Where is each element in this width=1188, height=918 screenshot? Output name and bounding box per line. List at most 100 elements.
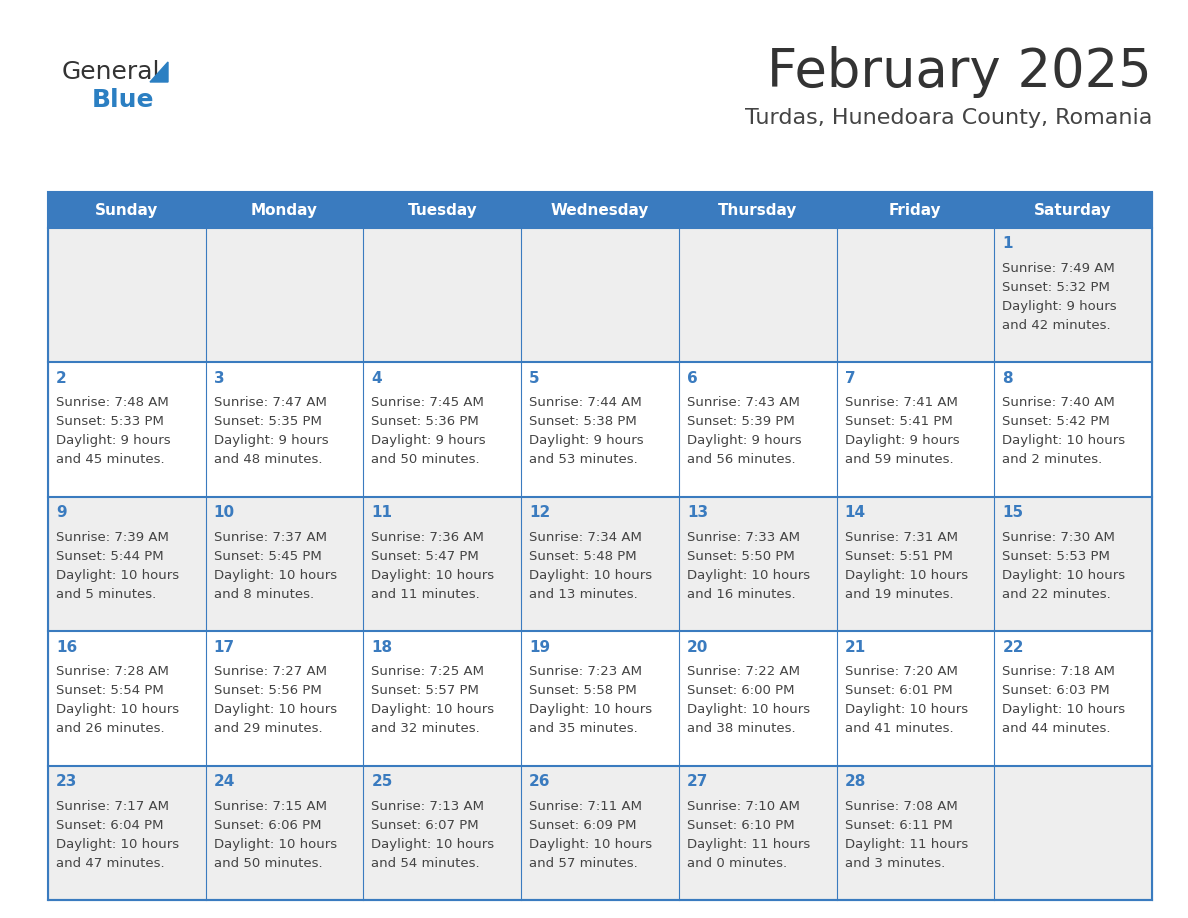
Text: Sunset: 6:04 PM: Sunset: 6:04 PM xyxy=(56,819,164,832)
Text: Daylight: 10 hours: Daylight: 10 hours xyxy=(56,703,179,716)
Text: Daylight: 9 hours: Daylight: 9 hours xyxy=(1003,300,1117,313)
Text: General: General xyxy=(62,60,160,84)
Text: Daylight: 9 hours: Daylight: 9 hours xyxy=(845,434,959,447)
Text: 25: 25 xyxy=(372,774,393,789)
Text: Daylight: 10 hours: Daylight: 10 hours xyxy=(372,837,494,851)
Text: Sunset: 5:57 PM: Sunset: 5:57 PM xyxy=(372,684,479,697)
Text: Sunrise: 7:36 AM: Sunrise: 7:36 AM xyxy=(372,531,485,543)
Text: and 35 minutes.: and 35 minutes. xyxy=(529,722,638,735)
Text: 14: 14 xyxy=(845,505,866,521)
Text: Daylight: 10 hours: Daylight: 10 hours xyxy=(372,703,494,716)
Text: Sunrise: 7:41 AM: Sunrise: 7:41 AM xyxy=(845,397,958,409)
Bar xyxy=(48,497,1152,632)
Text: 5: 5 xyxy=(529,371,539,386)
Text: Sunrise: 7:08 AM: Sunrise: 7:08 AM xyxy=(845,800,958,812)
Text: 20: 20 xyxy=(687,640,708,655)
Text: Friday: Friday xyxy=(889,203,942,218)
Text: 16: 16 xyxy=(56,640,77,655)
Text: Daylight: 10 hours: Daylight: 10 hours xyxy=(56,837,179,851)
Text: February 2025: February 2025 xyxy=(767,46,1152,98)
Text: and 54 minutes.: and 54 minutes. xyxy=(372,856,480,869)
Text: and 50 minutes.: and 50 minutes. xyxy=(372,453,480,466)
Text: Sunset: 5:58 PM: Sunset: 5:58 PM xyxy=(529,684,637,697)
Text: Sunset: 6:09 PM: Sunset: 6:09 PM xyxy=(529,819,637,832)
Text: Sunset: 6:03 PM: Sunset: 6:03 PM xyxy=(1003,684,1110,697)
Bar xyxy=(678,192,836,228)
Text: and 57 minutes.: and 57 minutes. xyxy=(529,856,638,869)
Text: Turdas, Hunedoara County, Romania: Turdas, Hunedoara County, Romania xyxy=(745,108,1152,128)
Text: Daylight: 10 hours: Daylight: 10 hours xyxy=(687,569,810,582)
Text: Daylight: 9 hours: Daylight: 9 hours xyxy=(56,434,171,447)
Text: Sunrise: 7:45 AM: Sunrise: 7:45 AM xyxy=(372,397,485,409)
Text: Wednesday: Wednesday xyxy=(551,203,649,218)
Text: and 8 minutes.: and 8 minutes. xyxy=(214,588,314,600)
Text: 6: 6 xyxy=(687,371,697,386)
Text: and 53 minutes.: and 53 minutes. xyxy=(529,453,638,466)
Text: Sunrise: 7:13 AM: Sunrise: 7:13 AM xyxy=(372,800,485,812)
Text: and 41 minutes.: and 41 minutes. xyxy=(845,722,953,735)
Text: 2: 2 xyxy=(56,371,67,386)
Text: Sunset: 5:36 PM: Sunset: 5:36 PM xyxy=(372,416,479,429)
Text: Sunrise: 7:11 AM: Sunrise: 7:11 AM xyxy=(529,800,643,812)
Text: and 19 minutes.: and 19 minutes. xyxy=(845,588,953,600)
Text: and 42 minutes.: and 42 minutes. xyxy=(1003,319,1111,332)
Text: Sunrise: 7:47 AM: Sunrise: 7:47 AM xyxy=(214,397,327,409)
Text: Sunrise: 7:20 AM: Sunrise: 7:20 AM xyxy=(845,666,958,678)
Text: Sunrise: 7:18 AM: Sunrise: 7:18 AM xyxy=(1003,666,1116,678)
Text: Daylight: 9 hours: Daylight: 9 hours xyxy=(214,434,328,447)
Text: 3: 3 xyxy=(214,371,225,386)
Text: and 2 minutes.: and 2 minutes. xyxy=(1003,453,1102,466)
Bar xyxy=(48,632,1152,766)
Text: Sunset: 5:33 PM: Sunset: 5:33 PM xyxy=(56,416,164,429)
Text: Sunset: 5:32 PM: Sunset: 5:32 PM xyxy=(1003,281,1110,294)
Text: Sunrise: 7:43 AM: Sunrise: 7:43 AM xyxy=(687,397,800,409)
Text: Sunrise: 7:49 AM: Sunrise: 7:49 AM xyxy=(1003,262,1116,275)
Text: Saturday: Saturday xyxy=(1035,203,1112,218)
Text: Sunrise: 7:23 AM: Sunrise: 7:23 AM xyxy=(529,666,643,678)
Text: Daylight: 10 hours: Daylight: 10 hours xyxy=(214,569,337,582)
Text: 23: 23 xyxy=(56,774,77,789)
Text: Daylight: 9 hours: Daylight: 9 hours xyxy=(372,434,486,447)
Text: Daylight: 10 hours: Daylight: 10 hours xyxy=(845,703,968,716)
Text: Daylight: 10 hours: Daylight: 10 hours xyxy=(1003,569,1125,582)
Text: Sunset: 5:54 PM: Sunset: 5:54 PM xyxy=(56,684,164,697)
Text: 11: 11 xyxy=(372,505,392,521)
Text: Sunrise: 7:28 AM: Sunrise: 7:28 AM xyxy=(56,666,169,678)
Text: 27: 27 xyxy=(687,774,708,789)
Text: 7: 7 xyxy=(845,371,855,386)
Text: Daylight: 10 hours: Daylight: 10 hours xyxy=(529,837,652,851)
Text: Sunrise: 7:22 AM: Sunrise: 7:22 AM xyxy=(687,666,800,678)
Text: Sunset: 5:53 PM: Sunset: 5:53 PM xyxy=(1003,550,1110,563)
Text: and 26 minutes.: and 26 minutes. xyxy=(56,722,165,735)
Text: Sunrise: 7:15 AM: Sunrise: 7:15 AM xyxy=(214,800,327,812)
Text: and 22 minutes.: and 22 minutes. xyxy=(1003,588,1111,600)
Text: Sunset: 6:00 PM: Sunset: 6:00 PM xyxy=(687,684,795,697)
Text: and 44 minutes.: and 44 minutes. xyxy=(1003,722,1111,735)
Text: Daylight: 10 hours: Daylight: 10 hours xyxy=(1003,434,1125,447)
Text: Sunrise: 7:27 AM: Sunrise: 7:27 AM xyxy=(214,666,327,678)
Text: 17: 17 xyxy=(214,640,235,655)
Text: Sunset: 6:10 PM: Sunset: 6:10 PM xyxy=(687,819,795,832)
Text: Daylight: 10 hours: Daylight: 10 hours xyxy=(1003,703,1125,716)
Bar xyxy=(48,363,1152,497)
Text: 18: 18 xyxy=(372,640,392,655)
Text: Thursday: Thursday xyxy=(718,203,797,218)
Text: Daylight: 9 hours: Daylight: 9 hours xyxy=(529,434,644,447)
Text: Sunrise: 7:34 AM: Sunrise: 7:34 AM xyxy=(529,531,642,543)
Text: Daylight: 10 hours: Daylight: 10 hours xyxy=(56,569,179,582)
Text: 22: 22 xyxy=(1003,640,1024,655)
Text: Sunrise: 7:40 AM: Sunrise: 7:40 AM xyxy=(1003,397,1116,409)
Text: Sunset: 6:07 PM: Sunset: 6:07 PM xyxy=(372,819,479,832)
Text: Daylight: 11 hours: Daylight: 11 hours xyxy=(845,837,968,851)
Text: Sunday: Sunday xyxy=(95,203,158,218)
Text: and 0 minutes.: and 0 minutes. xyxy=(687,856,786,869)
Polygon shape xyxy=(150,62,168,82)
Bar xyxy=(836,192,994,228)
Text: and 32 minutes.: and 32 minutes. xyxy=(372,722,480,735)
Bar xyxy=(522,192,678,228)
Bar xyxy=(48,228,1152,363)
Text: Sunset: 5:50 PM: Sunset: 5:50 PM xyxy=(687,550,795,563)
Text: Sunset: 5:41 PM: Sunset: 5:41 PM xyxy=(845,416,953,429)
Text: and 38 minutes.: and 38 minutes. xyxy=(687,722,796,735)
Text: 21: 21 xyxy=(845,640,866,655)
